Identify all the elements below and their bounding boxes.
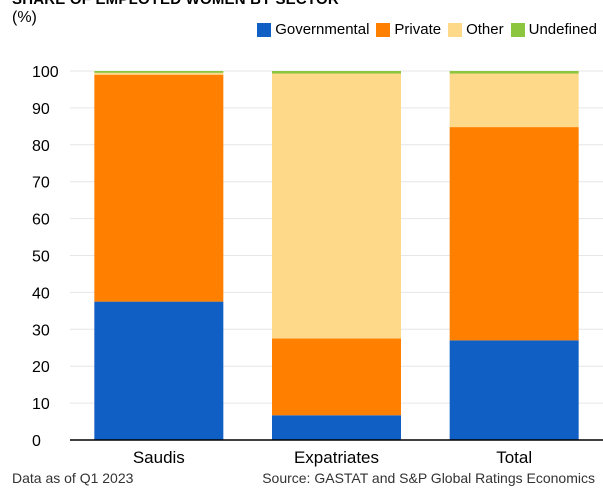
bar-expatriates-undefined <box>272 71 401 74</box>
y-tick-label-90: 90 <box>32 101 50 118</box>
bar-saudis-private <box>94 74 224 302</box>
legend-label-undefined: Undefined <box>528 21 597 38</box>
legend-label-other: Other <box>466 21 504 38</box>
legend-item-governmental: Governmental <box>257 21 369 38</box>
bar-expatriates-private <box>272 338 401 416</box>
x-tick-label-total: Total <box>496 448 532 467</box>
x-tick-label-expatriates: Expatriates <box>294 448 379 467</box>
bar-total-undefined <box>449 71 579 74</box>
footnote-date: Data as of Q1 2023 <box>12 470 134 486</box>
bar-total-other <box>449 73 579 128</box>
bar-saudis-undefined <box>94 71 224 73</box>
y-tick-label-70: 70 <box>32 175 50 192</box>
bar-total-private <box>449 127 579 341</box>
legend-item-undefined: Undefined <box>510 21 597 38</box>
legend-label-governmental: Governmental <box>275 21 370 38</box>
bar-saudis-governmental <box>94 301 224 440</box>
legend-swatch-private <box>376 22 391 37</box>
legend-swatch-undefined <box>510 22 525 37</box>
y-tick-label-10: 10 <box>32 396 50 413</box>
y-tick-label-40: 40 <box>32 285 50 302</box>
y-tick-label-60: 60 <box>32 212 50 229</box>
footnote-source: Source: GASTAT and S&P Global Ratings Ec… <box>262 470 595 486</box>
legend-swatch-other <box>448 22 463 37</box>
y-tick-label-30: 30 <box>32 322 50 339</box>
bar-total-governmental <box>449 340 579 440</box>
legend-item-private: Private <box>376 21 441 38</box>
bar-expatriates-governmental <box>272 415 401 440</box>
bar-saudis-other <box>94 72 224 75</box>
legend: Governmental Private Other Undefined <box>250 21 597 38</box>
legend-label-private: Private <box>394 21 442 38</box>
y-tick-label-50: 50 <box>32 249 50 266</box>
y-tick-label-80: 80 <box>32 138 50 155</box>
y-tick-label-100: 100 <box>32 64 59 81</box>
y-tick-label-0: 0 <box>32 433 41 450</box>
y-tick-label-20: 20 <box>32 359 50 376</box>
stacked-bar-chart: 0 10 20 30 40 50 60 70 80 90 100 Saudis Expatriates T… <box>32 64 603 467</box>
chart-title: SHARE OF EMPLOYED WOMEN BY SECTOR <box>12 0 339 8</box>
legend-swatch-governmental <box>257 22 272 37</box>
legend-item-other: Other <box>448 21 504 38</box>
bar-expatriates-other <box>272 73 401 339</box>
y-axis-unit: (%) <box>12 9 37 26</box>
x-tick-label-saudis: Saudis <box>133 448 185 467</box>
